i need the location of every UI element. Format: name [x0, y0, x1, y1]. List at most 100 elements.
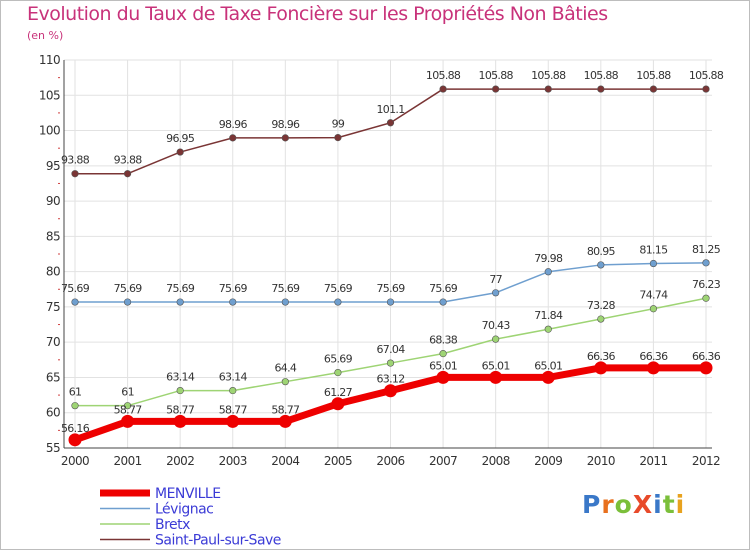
data-point: [489, 370, 503, 384]
data-label: 68.38: [429, 334, 458, 347]
data-point: [597, 261, 605, 269]
data-label: 65.01: [482, 359, 510, 372]
y-tick-label: 100: [39, 124, 60, 138]
data-point: [334, 368, 342, 377]
y-tick-label: 90: [46, 194, 60, 208]
data-label: 66.36: [587, 350, 616, 363]
data-label: 70.43: [482, 319, 511, 332]
data-label: 63.14: [166, 371, 195, 384]
x-tick-label: 2011: [639, 454, 667, 468]
y-tick-label: 65: [46, 370, 60, 384]
data-point: [229, 134, 237, 142]
data-label: 105.88: [531, 69, 566, 82]
data-label: 101.1: [377, 103, 405, 116]
data-point: [229, 298, 237, 306]
data-point: [439, 350, 447, 358]
x-tick-label: 2007: [429, 454, 457, 468]
logo-letter: i: [653, 490, 663, 519]
data-label: 93.88: [61, 154, 90, 167]
data-label: 75.69: [219, 282, 248, 295]
data-point: [597, 85, 605, 93]
data-label: 105.88: [479, 69, 514, 82]
data-point: [492, 335, 500, 343]
data-label: 75.69: [166, 282, 195, 295]
data-label: 98.96: [219, 118, 248, 131]
data-point: [334, 298, 342, 306]
unit-label: (en %): [27, 29, 64, 42]
data-label: 105.88: [636, 69, 671, 82]
y-tick-label: 105: [39, 88, 60, 102]
data-point: [541, 370, 555, 384]
data-point: [121, 414, 135, 428]
x-tick-label: 2005: [324, 454, 352, 468]
data-label: 98.96: [271, 118, 300, 131]
data-label: 67.04: [377, 343, 406, 356]
data-label: 75.69: [429, 282, 458, 295]
data-point: [649, 85, 658, 93]
legend-label-3: Saint-Paul-sur-Save: [155, 533, 281, 549]
data-point: [386, 119, 395, 127]
logo-letter: P: [582, 490, 602, 519]
x-tick-label: 2001: [114, 454, 142, 468]
data-point: [229, 386, 237, 395]
data-point: [226, 414, 240, 428]
data-point: [544, 325, 552, 333]
data-label: 65.01: [534, 359, 562, 372]
data-label: 63.12: [377, 373, 405, 386]
chart-title: Evolution du Taux de Taxe Foncière sur l…: [27, 3, 608, 25]
y-tick-label: 110: [39, 53, 60, 67]
data-point: [492, 289, 500, 297]
data-label: 96.95: [166, 132, 195, 145]
data-point: [331, 397, 345, 411]
data-label: 99: [332, 118, 345, 131]
legend-label-2: Bretx: [155, 517, 190, 533]
x-tick-label: 2010: [587, 454, 615, 468]
y-tick-label: 55: [46, 441, 60, 455]
data-label: 81.25: [692, 243, 721, 256]
data-point: [281, 134, 289, 142]
data-label: 64.4: [274, 362, 296, 375]
data-point: [384, 384, 397, 398]
data-label: 65.01: [429, 359, 457, 372]
x-tick-label: 2000: [61, 454, 89, 468]
data-label: 58.77: [271, 403, 300, 416]
data-point: [699, 361, 713, 375]
data-point: [68, 433, 82, 447]
y-tick-label: 80: [46, 265, 60, 279]
data-point: [176, 148, 184, 156]
data-point: [649, 259, 658, 268]
data-point: [439, 298, 447, 306]
data-label: 75.69: [61, 282, 90, 295]
data-point: [123, 170, 132, 178]
data-label: 58.77: [219, 403, 248, 416]
proxiti-logo: ProXiti: [582, 490, 685, 519]
y-tick-label: 95: [46, 159, 60, 173]
data-point: [492, 85, 500, 93]
data-point: [702, 294, 710, 302]
logo-letter: t: [662, 490, 676, 519]
data-point: [649, 305, 658, 313]
data-point: [71, 170, 79, 178]
x-tick-label: 2006: [376, 454, 404, 468]
data-label: 71.84: [534, 309, 563, 322]
data-point: [646, 361, 660, 375]
data-point: [123, 298, 132, 306]
logo-letter: i: [675, 490, 686, 519]
legend-label-0: MENVILLE: [155, 486, 221, 502]
data-label: 79.98: [534, 252, 563, 265]
data-point: [386, 359, 395, 367]
x-tick-label: 2012: [692, 454, 720, 468]
logo-letter: X: [632, 490, 654, 519]
logo-letter: o: [614, 490, 633, 519]
y-tick-label: 75: [46, 300, 60, 314]
data-point: [544, 268, 552, 276]
data-point: [71, 298, 79, 306]
data-point: [173, 414, 187, 428]
data-point: [71, 402, 79, 410]
data-label: 105.88: [689, 69, 724, 82]
data-point: [123, 402, 132, 410]
data-label: 74.74: [639, 289, 668, 302]
data-label: 105.88: [426, 69, 461, 82]
data-point: [702, 85, 710, 93]
